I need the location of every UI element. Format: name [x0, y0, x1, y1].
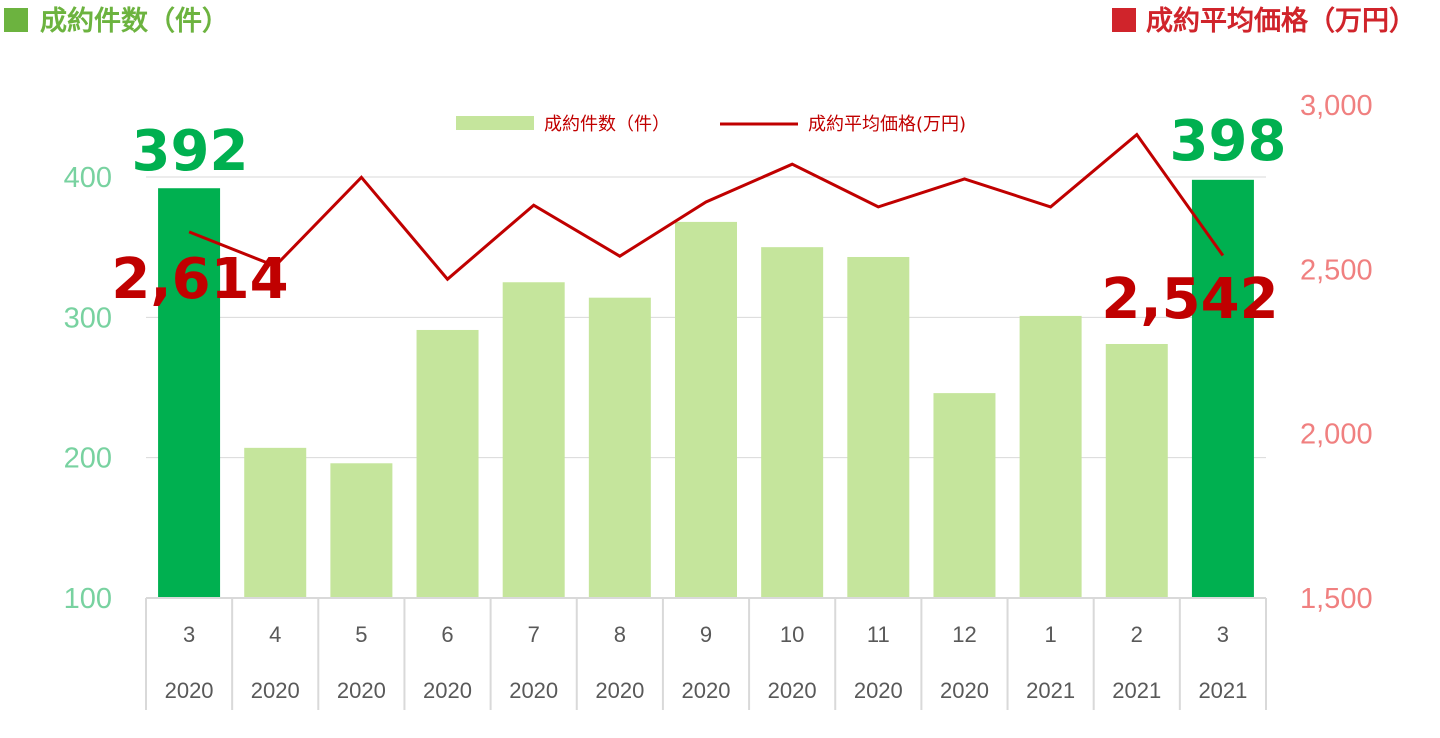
category-year-label: 2020 — [940, 678, 989, 703]
category-month-label: 3 — [1217, 622, 1229, 647]
callout-price-start: 2,614 — [111, 247, 288, 312]
bar — [588, 297, 651, 598]
category-year-label: 2021 — [1026, 678, 1075, 703]
left-tick-label: 300 — [64, 302, 112, 334]
bar-series — [158, 179, 1254, 598]
bar — [1019, 315, 1082, 598]
legend-line-label: 成約平均価格(万円) — [808, 114, 966, 135]
category-axis: 3 2020 4 2020 5 2020 6 2020 7 2020 8 2020 9 2020 10 202… — [145, 597, 1267, 710]
legend-bar-label: 成約件数（件） — [544, 114, 670, 135]
category-month-label: 11 — [867, 622, 890, 647]
category-month-label: 12 — [952, 622, 976, 647]
left-tick-label: 200 — [64, 443, 112, 475]
category-year-label: 2020 — [509, 678, 558, 703]
callout-count-start: 392 — [132, 119, 249, 184]
category-month-label: 9 — [700, 622, 712, 647]
line-series — [188, 132, 1225, 282]
bar-highlight — [1191, 179, 1254, 598]
category-month-label: 1 — [1044, 622, 1056, 647]
category-year-label: 2020 — [337, 678, 386, 703]
legend: 成約件数（件） 成約平均価格(万円) — [456, 114, 966, 135]
callout-count-end: 398 — [1170, 109, 1287, 174]
right-tick-label: 2,500 — [1300, 254, 1373, 286]
bar — [675, 221, 737, 598]
title-right: 成約平均価格（万円） — [1146, 5, 1416, 37]
bar — [1105, 343, 1168, 598]
category-month-label: 3 — [183, 622, 195, 647]
category-month-label: 2 — [1131, 622, 1143, 647]
category-year-label: 2020 — [682, 678, 731, 703]
left-tick-label: 400 — [64, 162, 112, 194]
right-axis: 1,500 2,000 2,500 3,000 — [1300, 90, 1373, 615]
left-axis: 100 200 300 400 — [64, 162, 112, 615]
bar — [933, 393, 996, 598]
bar — [761, 247, 824, 598]
callout-price-end: 2,542 — [1101, 267, 1278, 332]
title-right-square — [1112, 8, 1136, 32]
legend-bar-swatch — [456, 116, 534, 130]
category-year-label: 2020 — [423, 678, 472, 703]
category-month-label: 8 — [614, 622, 626, 647]
bar — [416, 329, 479, 598]
category-year-label: 2021 — [1198, 678, 1247, 703]
right-tick-label: 3,000 — [1300, 90, 1373, 122]
category-month-label: 6 — [441, 622, 453, 647]
category-month-label: 10 — [780, 622, 804, 647]
title-left-square — [4, 8, 28, 32]
bar — [502, 282, 565, 598]
bar — [847, 256, 910, 598]
right-tick-label: 2,000 — [1300, 419, 1373, 451]
bar — [330, 463, 393, 598]
category-year-label: 2020 — [251, 678, 300, 703]
category-year-label: 2021 — [1112, 678, 1161, 703]
price-line — [188, 132, 1225, 282]
bar-highlight — [158, 188, 221, 598]
title-left-group: 成約件数（件） — [4, 5, 229, 37]
category-month-label: 7 — [528, 622, 540, 647]
title-right-group: 成約平均価格（万円） — [1112, 5, 1416, 37]
category-year-label: 2020 — [854, 678, 903, 703]
category-year-label: 2020 — [165, 678, 214, 703]
category-year-label: 2020 — [595, 678, 644, 703]
title-left: 成約件数（件） — [40, 5, 229, 37]
category-month-label: 4 — [269, 622, 281, 647]
category-month-label: 5 — [355, 622, 367, 647]
bar — [244, 447, 307, 598]
right-tick-label: 1,500 — [1300, 583, 1373, 615]
category-year-label: 2020 — [768, 678, 817, 703]
left-tick-label: 100 — [64, 583, 112, 615]
